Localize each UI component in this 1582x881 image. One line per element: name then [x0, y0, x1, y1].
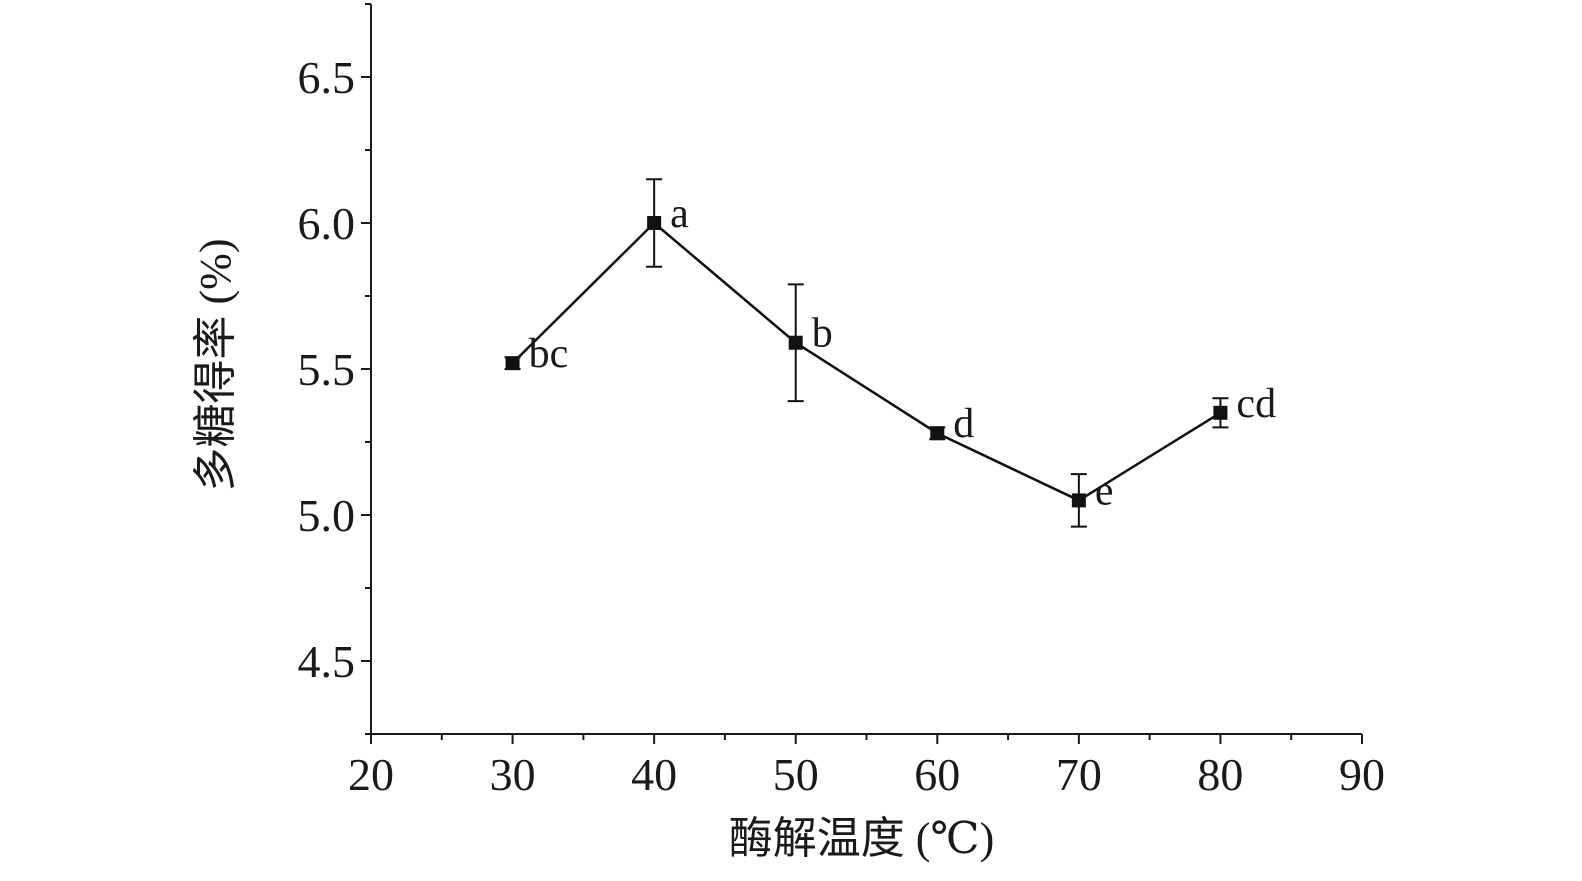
x-tick-label: 30: [490, 749, 536, 800]
x-tick-label: 20: [348, 749, 394, 800]
series-layer: bc a b d e cd: [504, 178, 1276, 528]
data-point-marker: [647, 216, 662, 230]
significance-label: bc: [529, 331, 569, 377]
ticks: 20 30 40 50 60 70 80 90 4.5 5.0 5.5 6.0 6.5: [298, 3, 1385, 800]
data-point-marker: [930, 426, 945, 441]
significance-label: d: [953, 401, 974, 447]
x-tick-label: 60: [914, 749, 960, 800]
y-tick-label: 4.5: [298, 636, 356, 687]
y-tick-label: 6.5: [298, 52, 356, 103]
significance-label: cd: [1236, 381, 1276, 427]
series-line: [511, 221, 1222, 502]
data-point-marker: [505, 356, 520, 371]
significance-label: b: [812, 311, 833, 357]
y-axis-title: 多糖得率 (%): [191, 239, 240, 492]
y-tick-label: 6.0: [298, 198, 356, 249]
x-tick-label: 90: [1339, 749, 1385, 800]
data-point-marker: [1213, 405, 1228, 420]
data-point-marker: [788, 335, 803, 350]
y-tick-label: 5.5: [298, 344, 356, 395]
x-tick-label: 80: [1197, 749, 1243, 800]
x-tick-label: 40: [631, 749, 677, 800]
x-tick-label: 50: [773, 749, 819, 800]
x-axis-title: 酶解温度 (℃): [729, 814, 995, 863]
significance-label: e: [1095, 468, 1114, 514]
y-tick-label: 5.0: [298, 490, 356, 541]
x-tick-label: 70: [1056, 749, 1102, 800]
data-point-marker: [1071, 493, 1086, 508]
significance-label: a: [670, 191, 689, 237]
